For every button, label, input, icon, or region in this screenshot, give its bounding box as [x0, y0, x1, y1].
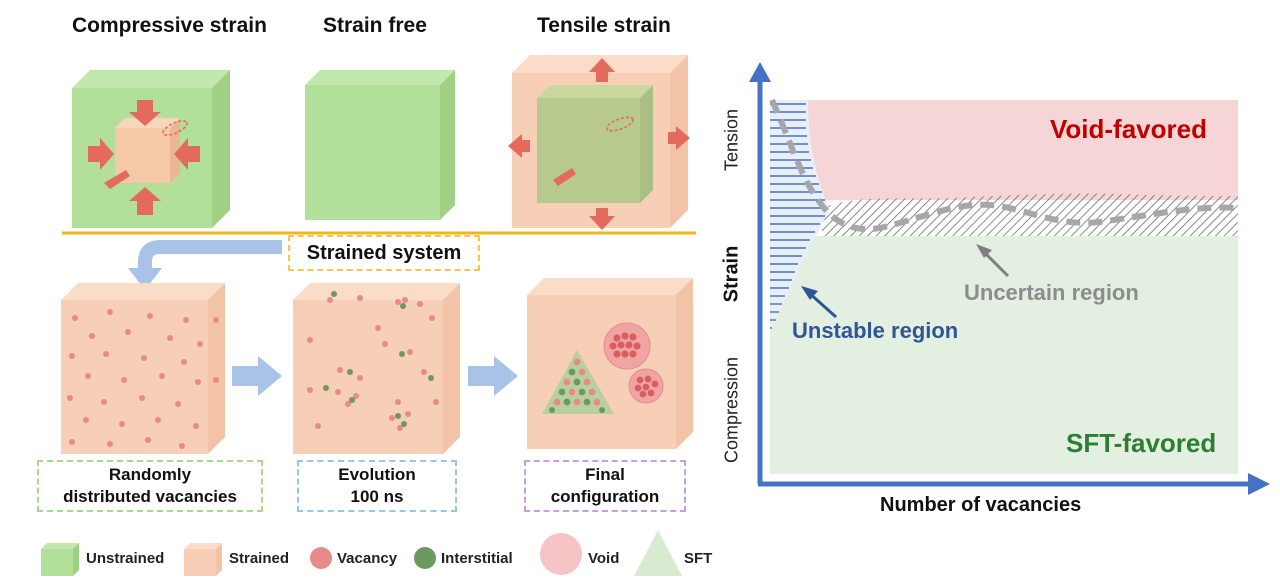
- uncertain-region-label: Uncertain region: [964, 280, 1139, 305]
- y-axis-arrowhead: [749, 62, 771, 82]
- step3-line2: configuration: [550, 487, 660, 506]
- arrow-step-1: [232, 356, 282, 396]
- strained-system-text: Strained system: [306, 242, 462, 264]
- sft-favored-region: [770, 236, 1238, 474]
- void-favored-region: [770, 100, 1238, 200]
- strained-system-label: Strained system: [288, 235, 480, 271]
- phase-boundary: [769, 98, 1239, 232]
- y-axis-bottom-label: Compression: [721, 356, 742, 464]
- unstable-region-label: Unstable region: [792, 318, 959, 343]
- legend-vacancy: Vacancy: [337, 550, 398, 567]
- strain-free-cube: [305, 70, 455, 220]
- strain-free-title: Strain free: [323, 14, 427, 37]
- curved-arrow-head: [128, 268, 162, 290]
- sft-favored-label: SFT-favored: [1066, 428, 1217, 458]
- legend-unstrained: Unstrained: [86, 550, 165, 567]
- random-vacancies-cube: [61, 283, 225, 454]
- phase-diagram: [749, 62, 1270, 495]
- step1-line2: distributed vacancies: [63, 487, 237, 506]
- legend-void: Void: [588, 550, 620, 567]
- curved-arrow: [138, 240, 282, 272]
- tensile-strain-cube: [508, 55, 690, 230]
- step2-line2: 100 ns: [350, 487, 404, 506]
- arrow-step-2: [468, 356, 518, 396]
- legend-interstitial: Interstitial: [441, 550, 513, 567]
- step-evolution-label: Evolution 100 ns: [297, 460, 457, 512]
- tensile-strain-title: Tensile strain: [537, 14, 671, 37]
- final-configuration-cube: [527, 278, 693, 449]
- step3-line1: Final: [585, 465, 625, 484]
- legend-strained: Strained: [229, 550, 290, 567]
- x-axis-arrowhead: [1248, 473, 1270, 495]
- step1-line1: Randomly: [108, 465, 192, 484]
- step-random-vacancies-label: Randomly distributed vacancies: [37, 460, 263, 512]
- compressive-strain-cube: [72, 70, 230, 228]
- y-axis-top-label: Tension: [721, 108, 742, 172]
- legend-icons: [41, 530, 682, 576]
- void-favored-label: Void-favored: [1050, 114, 1207, 144]
- y-axis-label: Strain: [720, 245, 743, 303]
- step2-line1: Evolution: [338, 465, 416, 484]
- compressive-strain-title: Compressive strain: [72, 14, 267, 37]
- step-final-configuration-label: Final configuration: [524, 460, 686, 512]
- x-axis-label: Number of vacancies: [880, 494, 1082, 516]
- legend-sft: SFT: [684, 550, 713, 567]
- evolution-cube: [293, 283, 460, 454]
